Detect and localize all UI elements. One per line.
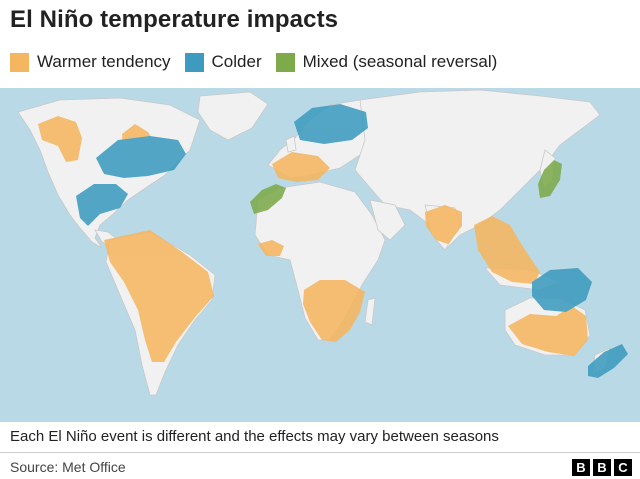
chart-title: El Niño temperature impacts: [10, 6, 339, 33]
mixed-swatch-icon: [275, 52, 295, 72]
legend-label-warmer: Warmer tendency: [37, 52, 171, 71]
colder-region-north-america: [96, 136, 186, 178]
colder-region-gulf: [76, 184, 128, 226]
warmer-region-alaska: [38, 116, 82, 162]
legend-item-mixed: Mixed (seasonal reversal): [275, 52, 498, 72]
note-bar: [0, 422, 640, 452]
land-asia: [354, 89, 601, 251]
land-uk: [285, 135, 297, 153]
world-map: [0, 88, 640, 422]
colder-region-new-zealand: [588, 344, 628, 378]
bbc-logo-letter: B: [593, 459, 611, 476]
land-madagascar: [364, 297, 376, 326]
bbc-logo-letter: C: [614, 459, 632, 476]
warmer-region-india: [425, 205, 462, 244]
warmer-region-west-africa: [258, 240, 284, 256]
divider: [0, 452, 640, 453]
warmer-region-europe: [272, 152, 330, 182]
colder-region-indonesia: [532, 268, 592, 312]
footnote: Each El Niño event is different and the …: [10, 428, 499, 445]
warmer-region-south-america: [104, 230, 214, 362]
mixed-region-japan: [538, 160, 562, 198]
legend-label-colder: Colder: [211, 52, 262, 71]
bbc-logo: B B C: [569, 459, 632, 476]
warmer-region-southern-africa: [303, 280, 365, 342]
legend-item-warmer: Warmer tendency: [10, 52, 171, 72]
land-greenland: [197, 91, 269, 141]
warmer-region-southeast-asia: [474, 216, 540, 284]
source-credit: Source: Met Office: [10, 459, 126, 475]
legend-label-mixed: Mixed (seasonal reversal): [302, 52, 498, 71]
legend-item-colder: Colder: [184, 52, 262, 72]
legend: Warmer tendency Colder Mixed (seasonal r…: [10, 52, 511, 72]
mixed-region-iberia: [250, 184, 286, 214]
land-arabia: [369, 199, 406, 241]
colder-region-scandinavia: [294, 104, 368, 144]
warmer-region-australia: [508, 306, 588, 356]
bbc-logo-letter: B: [572, 459, 590, 476]
warmer-swatch-icon: [10, 52, 29, 72]
colder-swatch-icon: [184, 52, 204, 72]
impact-regions: [38, 104, 628, 378]
